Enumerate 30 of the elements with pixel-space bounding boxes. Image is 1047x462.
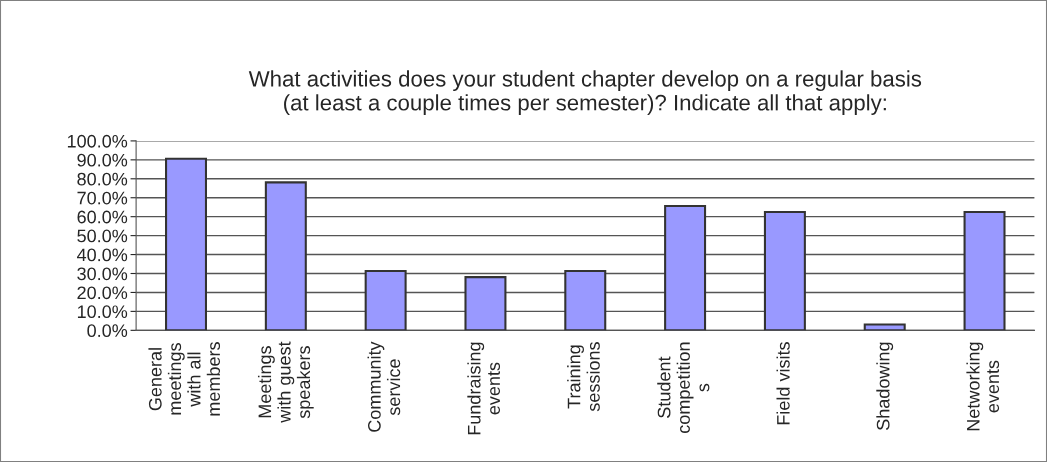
y-tick-label: 10.0%	[77, 305, 128, 319]
bar	[963, 210, 1006, 331]
y-tick-label: 100.0%	[67, 134, 128, 148]
chart-title: What activities does your student chapter develop on a regular basis (at least a couple times per semester)? Indicate all that apply:	[248, 70, 922, 115]
x-tick-label: Student competition s	[657, 342, 710, 433]
y-tick-label: 20.0%	[77, 286, 128, 300]
bar	[664, 205, 707, 331]
bar	[464, 276, 507, 331]
x-tick-label: Networking events	[966, 342, 1000, 431]
x-tick-label: Field visits	[776, 342, 790, 425]
y-tick-label: 60.0%	[77, 210, 128, 224]
x-tick-label: Shadowing	[876, 342, 894, 430]
bar	[264, 181, 307, 331]
y-tick-label: 40.0%	[77, 248, 128, 262]
y-tick-label: 30.0%	[77, 267, 128, 281]
x-tick-label: General meetings with all members	[148, 342, 221, 416]
bar	[863, 323, 906, 331]
x-tick-label: Fundraising events	[467, 342, 501, 435]
y-tick-label: 0.0%	[87, 324, 128, 338]
bar	[564, 270, 607, 331]
bar	[364, 270, 407, 331]
y-tick-label: 70.0%	[77, 191, 128, 205]
y-tick-label: 90.0%	[77, 153, 128, 167]
bar	[165, 157, 208, 331]
y-tick-label: 80.0%	[77, 172, 128, 186]
bar	[763, 210, 806, 331]
x-tick-label: Meetings with guest speakers	[257, 341, 314, 423]
x-tick-label: Community service	[367, 341, 401, 432]
x-tick-label: Training sessions	[567, 342, 600, 412]
y-tick-label: 50.0%	[77, 229, 128, 243]
